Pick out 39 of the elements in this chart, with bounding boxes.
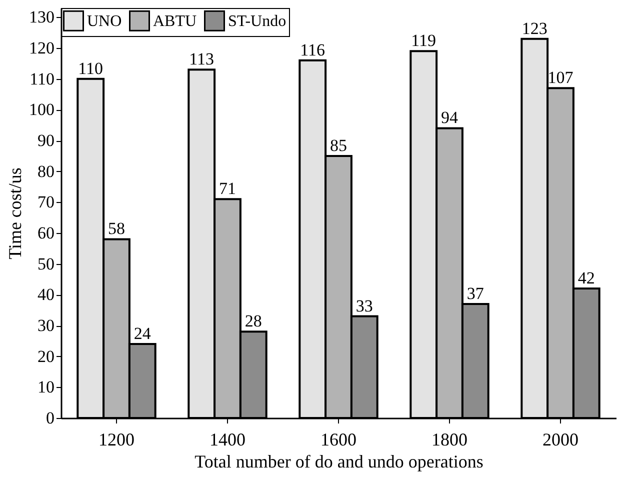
y-tick-label: 50 (38, 254, 54, 274)
y-tick-label: 30 (38, 316, 54, 336)
x-tick-label: 1800 (432, 430, 468, 450)
data-label: 37 (466, 284, 484, 303)
x-axis-title: Total number of do and undo operations (194, 452, 484, 472)
y-tick-label: 130 (29, 8, 54, 27)
y-tick-label: 80 (38, 162, 54, 181)
data-label: 123 (522, 18, 548, 38)
x-tick-label: 1600 (320, 430, 356, 450)
y-tick-label: 70 (38, 192, 54, 212)
y-tick-label: 40 (38, 285, 54, 304)
data-label: 42 (578, 268, 595, 288)
data-label: 116 (300, 40, 326, 60)
legend-label: ST-Undo (228, 12, 286, 30)
data-label: 107 (548, 68, 574, 88)
x-tick-label: 2000 (542, 430, 578, 450)
y-tick-label: 0 (46, 408, 54, 428)
data-label: 28 (244, 312, 262, 331)
data-label: 58 (108, 219, 125, 238)
y-tick-label: 10 (38, 378, 54, 397)
data-label: 113 (189, 50, 214, 69)
y-tick-label: 20 (38, 346, 54, 366)
x-tick-label: 1400 (210, 430, 246, 450)
data-label: 110 (78, 58, 104, 78)
data-label: 85 (330, 136, 347, 155)
legend-label: UNO (87, 12, 122, 30)
data-label: 94 (441, 108, 458, 128)
y-tick-label: 120 (29, 38, 54, 58)
data-label: 71 (219, 179, 236, 198)
y-tick-label: 100 (29, 100, 54, 120)
y-axis-title: Time cost/us (5, 168, 25, 260)
data-label: 33 (356, 296, 373, 316)
data-label: 24 (134, 324, 152, 344)
y-tick-label: 60 (38, 224, 54, 243)
data-label: 119 (411, 31, 436, 50)
legend-label: ABTU (153, 12, 197, 30)
y-tick-label: 110 (30, 69, 54, 88)
x-tick-label: 1200 (98, 430, 134, 450)
y-tick-label: 90 (38, 131, 54, 150)
